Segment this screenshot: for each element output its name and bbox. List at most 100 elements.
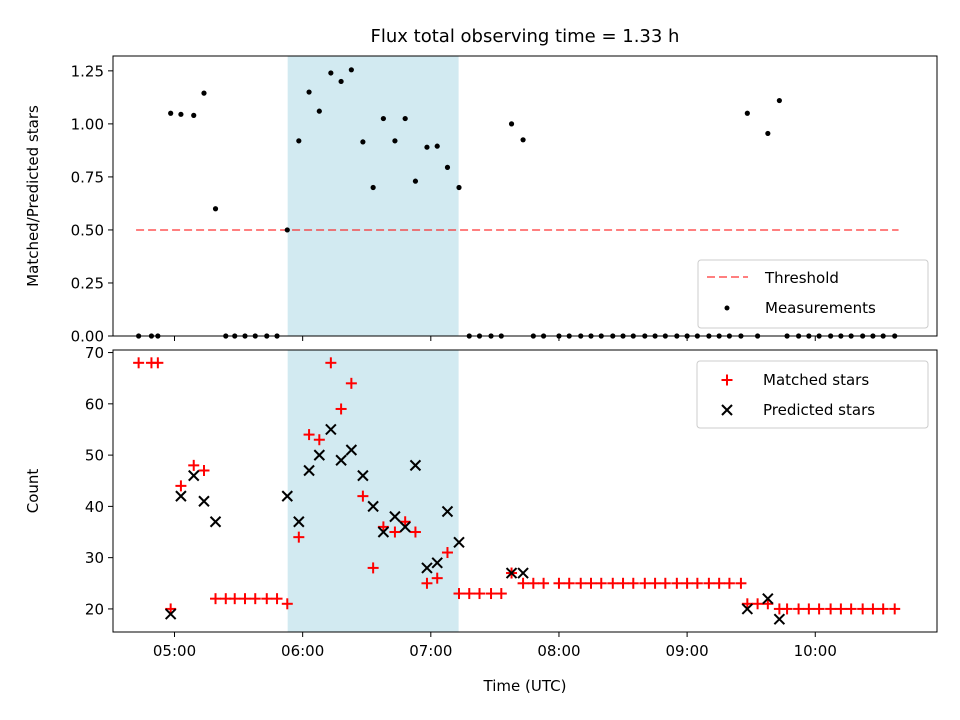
matched-point <box>585 577 597 589</box>
predicted-point <box>517 567 529 579</box>
matched-point <box>857 603 869 615</box>
legend-measurements-swatch <box>724 305 730 311</box>
predicted-point <box>335 454 347 466</box>
cross-b <box>431 557 443 569</box>
cross-b <box>367 500 379 513</box>
x-axis-label: Time (UTC) <box>483 677 567 695</box>
cross-b <box>453 536 465 548</box>
cross-b <box>721 404 733 416</box>
matched-point <box>441 547 453 559</box>
legend-predicted-swatch <box>721 404 733 416</box>
y-tick-label: 1.00 <box>71 115 104 133</box>
observing-span-top <box>287 56 459 336</box>
matched-point <box>175 480 187 492</box>
measurement-point <box>392 138 398 144</box>
predicted-point <box>409 459 422 472</box>
matched-point <box>325 357 337 369</box>
predicted-point <box>293 516 305 528</box>
legend-box-bottom <box>696 360 929 429</box>
y-tick-label: 70 <box>85 344 104 362</box>
y-tick-label: 20 <box>85 600 104 618</box>
matched-point <box>889 603 901 615</box>
measurement-points <box>136 67 898 339</box>
x-tick-label: 07:00 <box>409 642 452 660</box>
y-axis-label-bottom: Count <box>24 469 42 514</box>
predicted-point <box>505 567 518 579</box>
observing-span-bottom <box>287 350 459 632</box>
matched-point <box>133 357 145 369</box>
matched-point <box>575 577 587 589</box>
matched-point <box>210 593 222 605</box>
y-tick-label: 0.50 <box>71 221 104 239</box>
matched-point <box>803 603 815 615</box>
matched-point <box>538 577 550 589</box>
matched-point <box>813 603 825 615</box>
cross-b <box>741 603 754 615</box>
predicted-point <box>357 469 369 482</box>
y-axis-label-top: Matched/Predicted stars <box>24 105 42 287</box>
predicted-point <box>399 521 411 533</box>
matched-point <box>723 577 735 589</box>
y-tick-label: 50 <box>85 447 104 465</box>
cross-b <box>505 567 518 579</box>
cross-b <box>421 562 433 574</box>
predicted-point <box>303 464 315 477</box>
measurement-point <box>424 144 430 150</box>
matched-point <box>781 603 793 615</box>
matched-point <box>713 577 725 589</box>
matched-point <box>345 377 357 389</box>
y-tick-label: 60 <box>85 395 104 413</box>
measurement-point <box>284 227 290 233</box>
measurement-point <box>178 111 184 117</box>
measurement-point <box>744 110 750 116</box>
measurement-point <box>412 178 419 184</box>
cross-b <box>377 526 390 538</box>
top-panel: 0.00 0.25 0.50 0.75 1.00 1.25 Flux total obse… <box>24 26 938 346</box>
matched-point <box>639 577 651 589</box>
y-tick-label: 0.25 <box>71 274 104 292</box>
matched-point <box>649 577 661 589</box>
legend-cross <box>721 404 733 416</box>
predicted-point <box>453 536 465 548</box>
legend-matched-label: Matched stars <box>763 371 869 389</box>
measurement-point <box>348 67 354 73</box>
y-tick-label: 0.75 <box>71 168 104 186</box>
predicted-point <box>389 510 401 523</box>
measurement-point <box>765 130 771 137</box>
predicted-point <box>377 526 390 538</box>
matched-point <box>303 429 315 441</box>
measurement-point <box>402 115 408 122</box>
matched-point <box>431 572 443 584</box>
cross-b <box>517 567 529 579</box>
matched-point <box>293 531 305 543</box>
matched-point <box>249 593 261 605</box>
chart-title: Flux total observing time = 1.33 h <box>371 26 680 47</box>
predicted-point <box>175 490 187 502</box>
cross-b <box>313 449 326 461</box>
measurement-point <box>444 164 451 170</box>
matched-point <box>553 577 565 589</box>
cross-b <box>303 464 315 477</box>
matched-point <box>517 577 529 589</box>
matched-point <box>165 603 177 615</box>
matched-point <box>595 577 607 589</box>
predicted-point <box>741 603 754 615</box>
top-axes-frame <box>112 55 938 337</box>
matched-point <box>671 577 683 589</box>
measurement-point <box>338 78 344 85</box>
cross-b <box>325 423 337 436</box>
cross-b <box>399 521 411 533</box>
matched-point <box>741 598 753 610</box>
bottom-axes-frame <box>112 349 938 633</box>
x-ticks-top <box>174 336 816 341</box>
legend-plus <box>721 374 733 386</box>
legend-matched-swatch <box>721 374 733 386</box>
matched-point <box>527 577 539 589</box>
measurement-point <box>508 121 515 127</box>
predicted-point <box>345 444 358 456</box>
y-ticks-bottom: 20 30 40 50 60 70 <box>85 344 113 618</box>
matched-point <box>752 598 764 610</box>
cross-b <box>773 613 786 625</box>
x-ticks-bottom: 05:00 06:00 07:00 08:00 09:00 10:00 <box>153 632 837 660</box>
matched-point <box>845 603 857 615</box>
